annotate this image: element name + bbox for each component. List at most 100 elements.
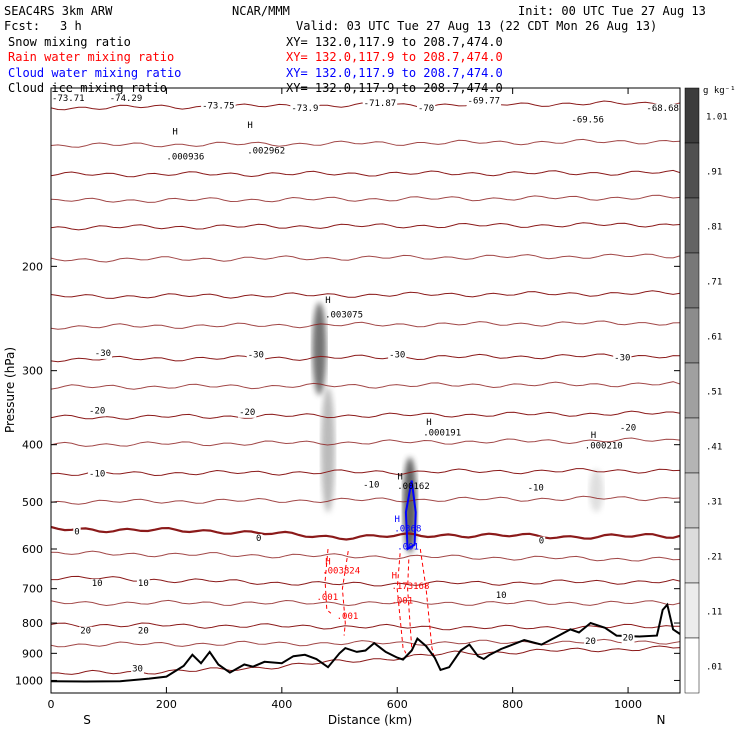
contour-label: -20 (620, 423, 636, 433)
contour-label-bg (88, 406, 107, 417)
contour-label: -30 (248, 351, 264, 361)
colorbar-tick-label: .61 (706, 333, 722, 343)
contour-label: -73.9 (291, 104, 318, 114)
max-value-label: .002962 (247, 146, 285, 156)
colorbar-swatch (684, 472, 700, 529)
contour-label-bg (246, 350, 265, 361)
contour-label: -30 (389, 351, 405, 361)
contour-label-bg (238, 407, 257, 418)
rain-contour (396, 553, 407, 654)
contour-label: -10 (89, 469, 105, 479)
contour-label-bg (362, 480, 381, 491)
max-marker-h: H (392, 572, 397, 582)
endpoint-north: N (657, 713, 666, 727)
contour-label: 0 (256, 534, 261, 544)
max-marker-h: H (247, 121, 252, 131)
y-tick-label: 300 (22, 365, 43, 378)
y-tick-label: 1000 (15, 674, 43, 687)
contour-label-bg (416, 103, 436, 114)
y-tick-label: 200 (22, 260, 43, 273)
max-marker-h: H (325, 558, 330, 568)
contour-label-bg (79, 626, 93, 637)
max-marker-h: H (172, 128, 177, 138)
isotherm-minor (51, 550, 680, 562)
colorbar-swatch (684, 417, 700, 474)
cloud-water-contours (404, 480, 417, 551)
x-tick-label: 1000 (614, 698, 642, 711)
x-tick-label: 0 (48, 698, 55, 711)
contour-label-bg (618, 423, 638, 434)
contour-label: 0 (74, 527, 79, 537)
colorbar-tick-label: .01 (706, 663, 722, 673)
contour-label: -70 (418, 104, 434, 114)
contour-label-bg (255, 534, 263, 545)
isotherm-minor (51, 599, 680, 607)
valid-time: Valid: 03 UTC Tue 27 Aug 13 (22 CDT Mon … (296, 19, 657, 33)
model-title: SEAC4RS 3km ARW (4, 4, 113, 18)
contour-label: -69.77 (468, 97, 501, 107)
max-marker-h: H (591, 431, 596, 441)
x-tick-label: 200 (156, 698, 177, 711)
colorbar-swatch (684, 362, 700, 419)
contour-label: 20 (623, 634, 634, 644)
colorbar-tick-label: 1.01 (706, 113, 728, 123)
contour-label: 20 (138, 627, 149, 637)
cloud-water-contour (404, 480, 417, 551)
contour-label-bg (362, 98, 398, 109)
contour-label-bg (621, 633, 635, 644)
y-tick-label: 900 (22, 647, 43, 660)
contour-label: -69.56 (571, 115, 604, 125)
isotherm--60 (51, 169, 680, 178)
contour-label-bg (136, 626, 150, 637)
colorbar-swatch (684, 252, 700, 309)
contour-label: 20 (80, 627, 91, 637)
colorbar-swatch (684, 142, 700, 199)
contour-label: -71.87 (364, 99, 397, 109)
isotherm-minor (51, 194, 680, 203)
rain-contour (324, 548, 332, 614)
y-tick-label: 800 (22, 617, 43, 630)
colorbar-tick-label: .51 (706, 388, 722, 398)
snow-region (312, 302, 327, 396)
isotherm-20 (51, 622, 680, 631)
terrain-line (51, 602, 680, 683)
max-value-label: .000936 (166, 153, 204, 163)
max-value-label: .000210 (585, 442, 623, 452)
rain-contour (419, 548, 436, 660)
y-axis-label: Pressure (hPa) (3, 347, 17, 433)
colorbar-tick-label: .41 (706, 443, 722, 453)
fcst-label: Fcst: (4, 19, 40, 33)
contour-label: -30 (95, 349, 111, 359)
contour-label-bg (645, 103, 680, 114)
max-marker-h: H (395, 515, 400, 525)
colorbar-tick-label: .81 (706, 223, 722, 233)
isotherm-0 (51, 525, 680, 541)
max-marker-h: H (426, 418, 431, 428)
contour-label-bg (570, 115, 605, 126)
y-tick-label: 400 (22, 439, 43, 452)
contour-label: 30 (132, 665, 143, 675)
isotherm-10 (51, 575, 680, 587)
contour-label: 10 (496, 591, 507, 601)
colorbar-tick-label: .71 (706, 278, 722, 288)
isotherm--10 (51, 468, 680, 477)
contour-label-bg (90, 579, 104, 590)
field-xy-snow: XY= 132.0,117.9 to 208.7,474.0 (286, 35, 503, 49)
endpoint-south: S (83, 713, 91, 727)
isotherm--20 (51, 410, 680, 420)
contour-label-bg (73, 527, 81, 538)
y-tick-label: 700 (22, 583, 43, 596)
isotherm--30 (51, 353, 680, 363)
x-tick-label: 400 (271, 698, 292, 711)
colorbar-tick-label: .91 (706, 168, 722, 178)
contour-label: -68.68 (646, 104, 679, 114)
contour-label-bg (290, 103, 320, 114)
rain-contour (341, 551, 349, 636)
isotherm-minor (51, 253, 680, 263)
plot-frame (50, 87, 681, 694)
colorbar-swatch (684, 582, 700, 639)
isotherm-30 (51, 645, 680, 675)
max-marker-h: H (325, 296, 330, 306)
